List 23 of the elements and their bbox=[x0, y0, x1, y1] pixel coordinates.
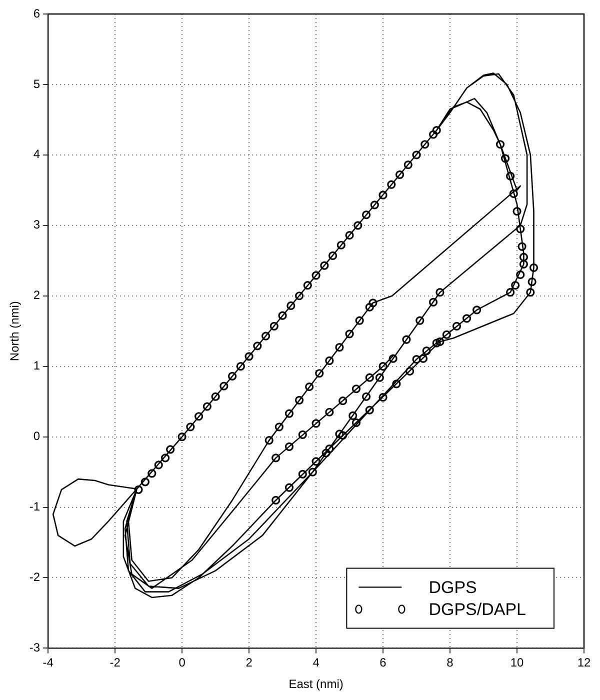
legend-label: DGPS bbox=[428, 578, 477, 597]
y-tick-label: 0 bbox=[33, 429, 40, 444]
y-tick-label: 1 bbox=[33, 358, 40, 373]
y-axis-title: North (nmi) bbox=[8, 301, 22, 362]
y-tick-label: 3 bbox=[33, 218, 40, 232]
y-tick-label: 6 bbox=[33, 6, 40, 20]
y-tick-label: 4 bbox=[33, 147, 40, 162]
y-tick-label: -2 bbox=[29, 570, 40, 584]
x-tick-label: 8 bbox=[446, 656, 454, 670]
x-tick-label: 12 bbox=[577, 656, 591, 670]
y-tick-label: -1 bbox=[29, 500, 40, 514]
y-tick-label: 5 bbox=[33, 76, 40, 91]
x-tick-label: 4 bbox=[312, 656, 320, 670]
x-tick-label: 2 bbox=[246, 656, 253, 670]
x-tick-label: 0 bbox=[178, 656, 186, 670]
x-tick-label: -2 bbox=[110, 656, 121, 670]
legend-label: DGPS/DAPL bbox=[428, 600, 526, 619]
y-tick-label: -3 bbox=[29, 640, 40, 655]
x-tick-label: 10 bbox=[510, 656, 524, 670]
x-axis-title: East (nmi) bbox=[288, 677, 344, 692]
y-tick-label: 2 bbox=[33, 288, 40, 302]
x-tick-label: -4 bbox=[42, 656, 54, 670]
x-tick-label: 6 bbox=[380, 656, 387, 670]
